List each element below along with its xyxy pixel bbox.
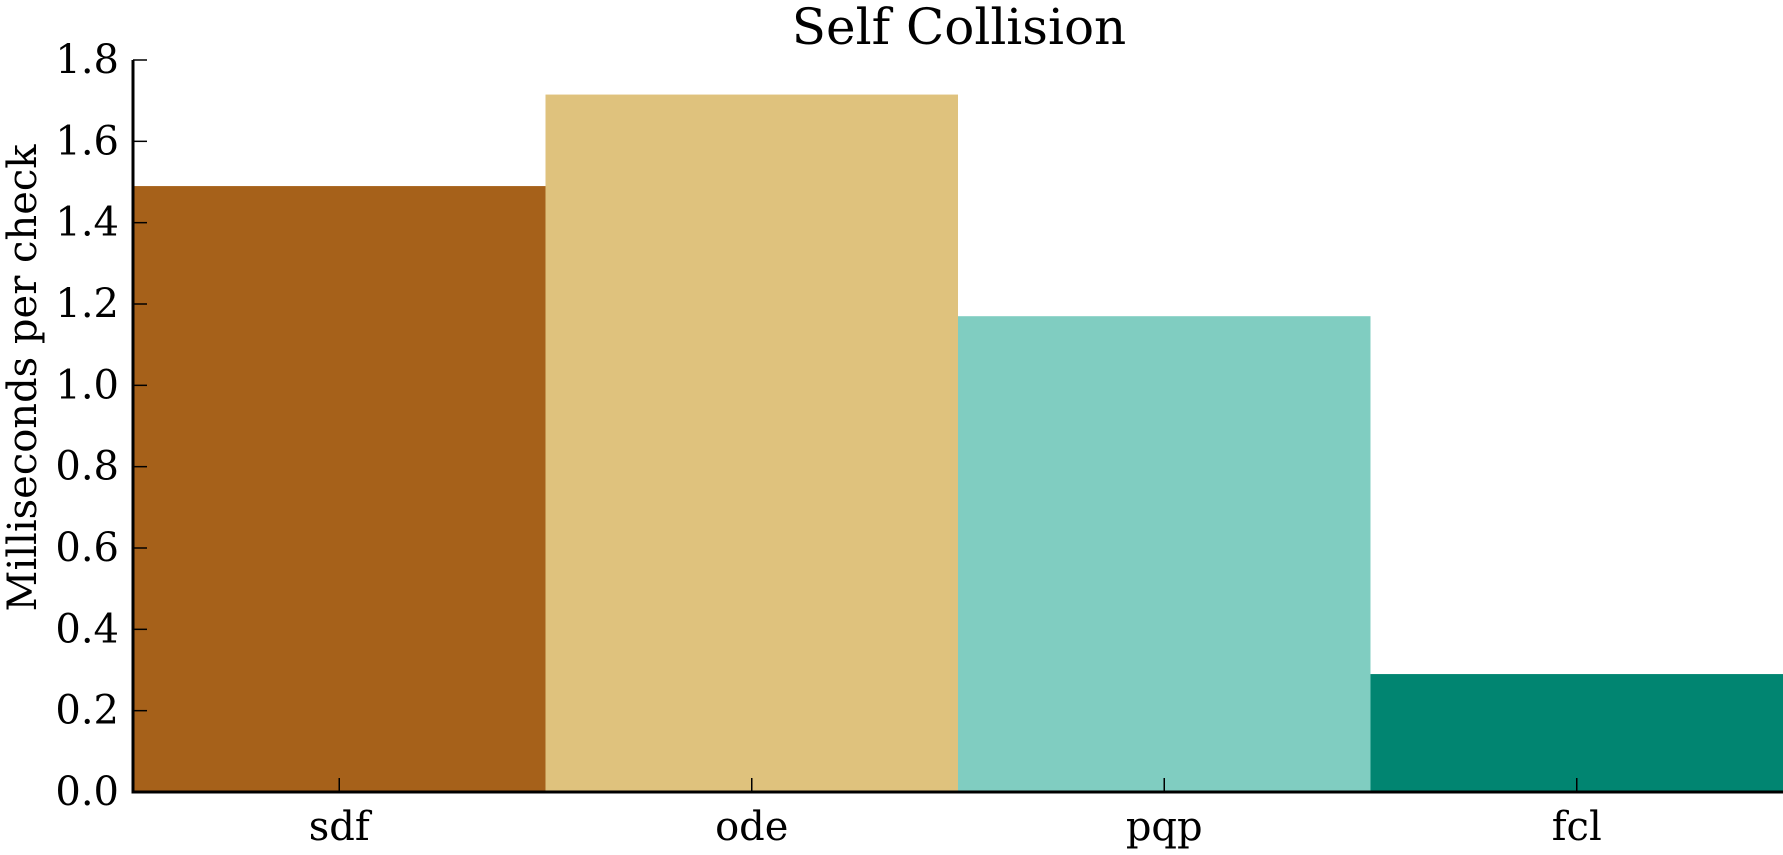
bar-sdf	[133, 186, 546, 792]
y-tick-label-1.0: 1.0	[55, 362, 119, 408]
x-tick-label-ode: ode	[715, 804, 788, 850]
y-tick-label-1.2: 1.2	[55, 281, 119, 327]
y-tick-label-1.8: 1.8	[55, 37, 119, 83]
y-tick-label-0.6: 0.6	[55, 525, 119, 571]
x-tick-label-sdf: sdf	[309, 804, 373, 850]
bar-fcl	[1370, 674, 1783, 792]
y-tick-label-0.2: 0.2	[55, 688, 119, 734]
y-tick-label-1.6: 1.6	[55, 118, 119, 164]
chart-title: Self Collision	[792, 0, 1127, 56]
y-axis-title: Milliseconds per check	[0, 144, 46, 612]
bars-layer	[133, 94, 1783, 792]
y-tick-label-0.8: 0.8	[55, 444, 119, 490]
ticks-layer: sdf ode pqp fcl 0.0 0.2 0.4 0.6 0.8 1.0 1.2 1.4 1.6 1…	[55, 37, 1601, 850]
x-tick-label-pqp: pqp	[1126, 804, 1203, 850]
bar-pqp	[958, 316, 1371, 792]
axes-layer	[131, 60, 1783, 794]
y-tick-label-1.4: 1.4	[55, 200, 119, 246]
y-tick-label-0.4: 0.4	[55, 606, 119, 652]
bar-ode	[545, 94, 958, 792]
x-tick-label-fcl: fcl	[1552, 804, 1602, 850]
y-tick-label-0.0: 0.0	[55, 769, 119, 815]
